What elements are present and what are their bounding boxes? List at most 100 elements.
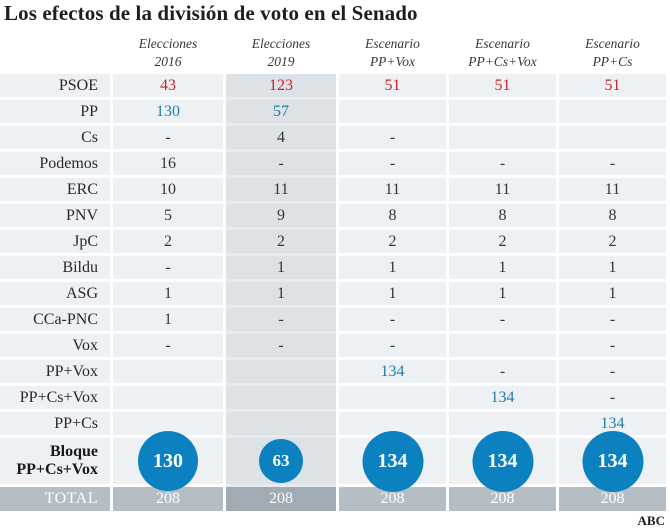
- value-cell: [226, 412, 336, 435]
- value-cell: 5: [113, 204, 223, 227]
- value-cell: [449, 100, 556, 123]
- row-label: Bildu: [0, 256, 110, 279]
- value-cell: 1: [226, 256, 336, 279]
- row-label: JpC: [0, 230, 110, 253]
- seats-circle: 130: [138, 431, 198, 491]
- value-cell: -: [226, 334, 336, 357]
- seats-circle: 134: [472, 430, 533, 492]
- header-elecciones-2019: Elecciones 2019: [251, 36, 311, 69]
- total-row: TOTAL 208 208 208 208 208: [0, 487, 670, 511]
- value-cell: 134: [559, 412, 666, 435]
- value-cell: 8: [449, 204, 556, 227]
- value-cell: 4: [226, 126, 336, 149]
- value-cell: 134: [449, 386, 556, 409]
- value-cell: 1: [559, 256, 666, 279]
- value-cell: 134: [339, 360, 446, 383]
- value-cell: -: [449, 360, 556, 383]
- value-cell: -: [339, 126, 446, 149]
- value-cell: 8: [339, 204, 446, 227]
- value-cell: [559, 100, 666, 123]
- row-label: PNV: [0, 204, 110, 227]
- table-row: PP+Vox 134 - -: [0, 360, 670, 383]
- bloque-circle-cell: 130: [113, 431, 223, 491]
- value-cell: -: [113, 334, 223, 357]
- table-row: Cs - 4 -: [0, 126, 670, 149]
- value-cell: -: [339, 152, 446, 175]
- value-cell: -: [113, 256, 223, 279]
- value-cell: 1: [449, 282, 556, 305]
- table-row: PP+Cs 134: [0, 412, 670, 435]
- row-label: Cs: [0, 126, 110, 149]
- value-cell: [449, 412, 556, 435]
- value-cell: [226, 360, 336, 383]
- total-cell: 208: [339, 487, 446, 511]
- table-row: PSOE 43 123 51 51 51: [0, 74, 670, 97]
- header-escenario-ppcsvox: Escenario PP+Cs+Vox: [468, 36, 537, 69]
- value-cell: [449, 334, 556, 357]
- table-row: PP 130 57: [0, 100, 670, 123]
- value-cell: -: [559, 334, 666, 357]
- value-cell: -: [559, 152, 666, 175]
- header-escenario-ppvox: Escenario PP+Vox: [365, 36, 420, 69]
- table-row: ERC 10 11 11 11 11: [0, 178, 670, 201]
- row-label: PSOE: [0, 74, 110, 97]
- bloque-circle-cell: 134: [559, 430, 666, 492]
- bloque-row-label: Bloque PP+Cs+Vox: [0, 438, 110, 484]
- value-cell: 123: [226, 74, 336, 97]
- header-elecciones-2016: Elecciones 2016: [138, 36, 198, 69]
- row-label: Vox: [0, 334, 110, 357]
- value-cell: 2: [449, 230, 556, 253]
- value-cell: -: [559, 386, 666, 409]
- bloque-circle-cell: 134: [339, 430, 446, 492]
- seats-circle: 134: [582, 430, 643, 492]
- row-label: Podemos: [0, 152, 110, 175]
- row-label: PP+Vox: [0, 360, 110, 383]
- value-cell: 10: [113, 178, 223, 201]
- total-cell: 208: [226, 487, 336, 511]
- table-row: PNV 5 9 8 8 8: [0, 204, 670, 227]
- table-rows: PSOE 43 123 51 51 51 PP 130 57 Cs - 4 - …: [0, 74, 670, 511]
- seats-circle: 134: [362, 430, 423, 492]
- bloque-circle-cell: 63: [226, 438, 336, 484]
- value-cell: [113, 412, 223, 435]
- seats-circle: 63: [259, 439, 303, 483]
- value-cell: 2: [559, 230, 666, 253]
- value-cell: -: [559, 360, 666, 383]
- row-label: PP+Cs+Vox: [0, 386, 110, 409]
- value-cell: 16: [113, 152, 223, 175]
- page-title: Los efectos de la división de voto en el…: [4, 1, 418, 25]
- value-cell: 8: [559, 204, 666, 227]
- value-cell: 1: [449, 256, 556, 279]
- value-cell: 1: [113, 282, 223, 305]
- value-cell: [339, 386, 446, 409]
- row-label: ASG: [0, 282, 110, 305]
- source-credit: ABC: [637, 513, 665, 528]
- table-row: CCa-PNC 1 - - - -: [0, 308, 670, 331]
- value-cell: -: [339, 308, 446, 331]
- table-row: JpC 2 2 2 2 2: [0, 230, 670, 253]
- row-label: CCa-PNC: [0, 308, 110, 331]
- table-row: PP+Cs+Vox 134 -: [0, 386, 670, 409]
- value-cell: 2: [113, 230, 223, 253]
- table-row: Podemos 16 - - - -: [0, 152, 670, 175]
- value-cell: 1: [339, 256, 446, 279]
- bloque-circle-cell: 134: [449, 430, 556, 492]
- value-cell: 9: [226, 204, 336, 227]
- header-escenario-ppcs: Escenario PP+Cs: [585, 36, 640, 69]
- value-cell: 11: [339, 178, 446, 201]
- value-cell: -: [449, 152, 556, 175]
- table-row: ASG 1 1 1 1 1: [0, 282, 670, 305]
- header-spacer: [0, 33, 110, 70]
- value-cell: -: [226, 308, 336, 331]
- value-cell: 1: [226, 282, 336, 305]
- value-cell: 11: [449, 178, 556, 201]
- value-cell: -: [339, 334, 446, 357]
- value-cell: [339, 100, 446, 123]
- value-cell: -: [449, 308, 556, 331]
- value-cell: [226, 386, 336, 409]
- table-row: Bildu - 1 1 1 1: [0, 256, 670, 279]
- row-label: PP: [0, 100, 110, 123]
- value-cell: 11: [559, 178, 666, 201]
- value-cell: 1: [339, 282, 446, 305]
